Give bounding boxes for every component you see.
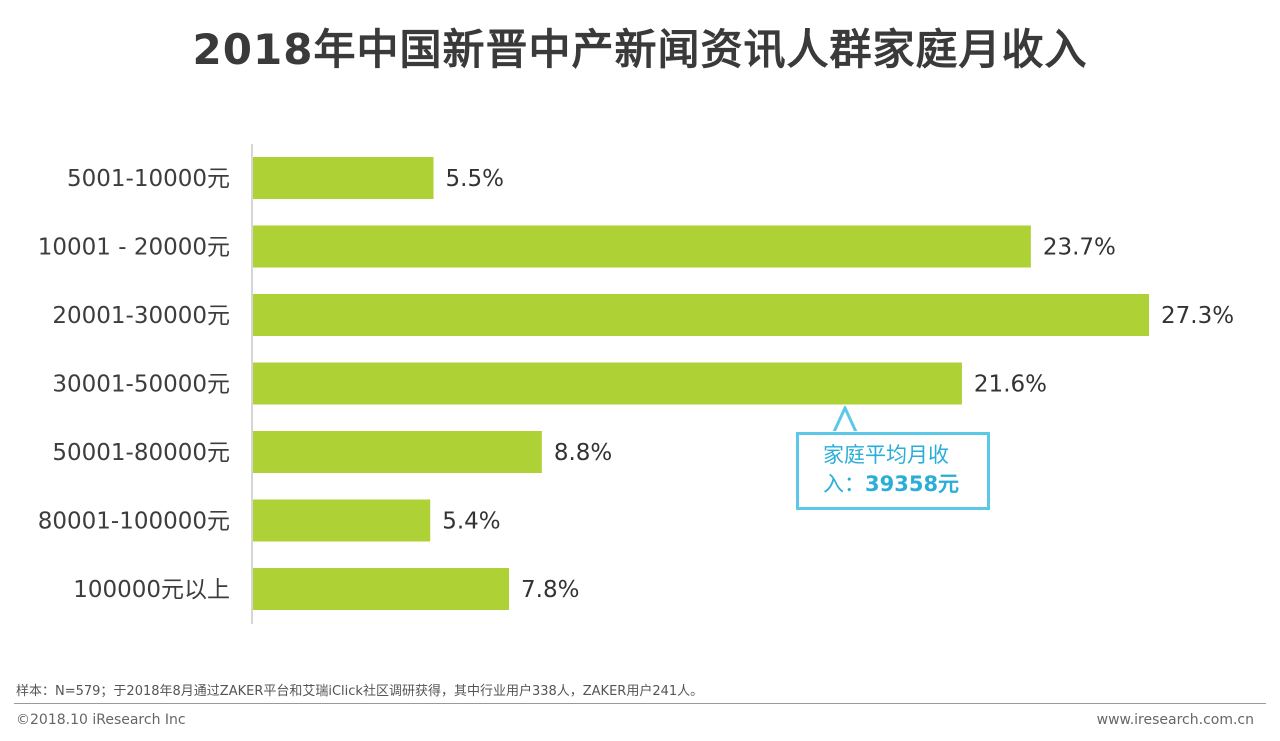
bar-0: [253, 157, 434, 199]
category-label-2: 20001-30000元: [52, 303, 230, 329]
category-label-1: 10001 - 20000元: [38, 235, 230, 261]
value-label-1: 23.7%: [1043, 235, 1116, 261]
category-label-3: 30001-50000元: [52, 372, 230, 398]
value-label-2: 27.3%: [1161, 303, 1234, 329]
callout-line-2: 入：39358元: [823, 470, 977, 499]
value-label-6: 7.8%: [521, 577, 579, 603]
bar-3: [253, 362, 962, 405]
callout-prefix: 入：: [823, 472, 865, 496]
footer-divider: [14, 703, 1266, 704]
website-link[interactable]: www.iresearch.com.cn: [1096, 712, 1254, 728]
category-label-4: 50001-80000元: [52, 440, 230, 466]
bar-5: [253, 499, 431, 542]
chart-title: 2018年中国新晋中产新闻资讯人群家庭月收入: [192, 25, 1088, 74]
callout-line-1: 家庭平均月收: [823, 443, 949, 467]
bar-4: [253, 431, 542, 473]
bar-2: [253, 294, 1149, 336]
value-label-5: 5.4%: [442, 509, 500, 535]
bar-chart: 5001-10000元 5.5% 10001 - 20000元 23.7% 20001-…: [38, 144, 1234, 624]
callout-average-value: 39358元: [865, 472, 960, 496]
category-label-0: 5001-10000元: [67, 166, 230, 192]
average-income-callout: 家庭平均月收 入：39358元: [796, 432, 990, 510]
copyright-text: ©2018.10 iResearch Inc: [16, 712, 186, 728]
bars-group: 5001-10000元 5.5% 10001 - 20000元 23.7% 20001-…: [38, 157, 1234, 610]
sample-footnote: 样本：N=579；于2018年8月通过ZAKER平台和艾瑞iClick社区调研获…: [16, 684, 704, 699]
category-label-5: 80001-100000元: [38, 509, 230, 535]
bar-1: [253, 225, 1031, 268]
value-label-0: 5.5%: [446, 166, 504, 192]
value-label-4: 8.8%: [554, 440, 612, 466]
category-label-6: 100000元以上: [73, 577, 230, 603]
bar-6: [253, 568, 509, 610]
value-label-3: 21.6%: [974, 372, 1047, 398]
